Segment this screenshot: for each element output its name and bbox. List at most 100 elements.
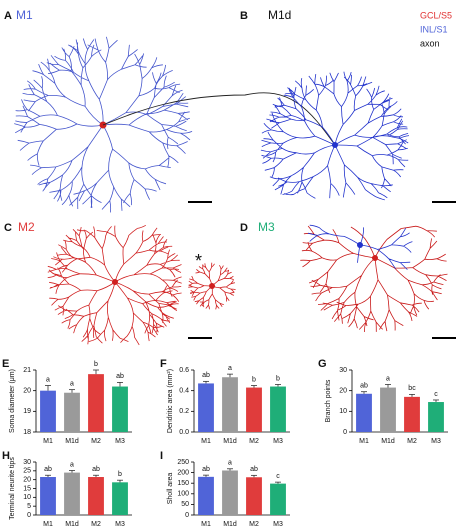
y-tick-label: 0 bbox=[343, 429, 347, 436]
bar bbox=[40, 477, 56, 515]
y-tick-label: 25 bbox=[23, 468, 31, 475]
y-tick-label: 19 bbox=[23, 408, 31, 415]
y-tick-label: 100 bbox=[177, 491, 189, 498]
x-tick-label: M1 bbox=[359, 438, 369, 445]
x-tick-label: M3 bbox=[431, 438, 441, 445]
bar bbox=[88, 477, 104, 515]
bar bbox=[40, 390, 56, 432]
asterisk: * bbox=[195, 251, 202, 271]
y-tick-label: 10 bbox=[23, 494, 31, 501]
x-tick-label: M1d bbox=[65, 521, 79, 528]
cell-label: M3 bbox=[258, 220, 275, 234]
panel-letter: A bbox=[4, 10, 12, 22]
y-tick-label: 10 bbox=[339, 408, 347, 415]
x-tick-label: M2 bbox=[91, 521, 101, 528]
significance-letter: a bbox=[386, 375, 390, 382]
x-tick-label: M1 bbox=[43, 521, 53, 528]
y-tick-label: 30 bbox=[23, 459, 31, 466]
bar bbox=[64, 472, 80, 515]
soma bbox=[357, 242, 363, 248]
x-tick-label: M1 bbox=[201, 438, 211, 445]
significance-letter: a bbox=[228, 460, 232, 467]
panel-letter: H bbox=[2, 450, 10, 462]
significance-letter: b bbox=[94, 361, 98, 368]
cell-label: M1 bbox=[16, 8, 33, 22]
legend-item: axon bbox=[420, 38, 440, 48]
significance-letter: a bbox=[70, 380, 74, 387]
significance-letter: ab bbox=[202, 466, 210, 473]
panel-letter: I bbox=[160, 450, 163, 462]
significance-letter: b bbox=[276, 375, 280, 382]
y-axis-label: Soma diameter (μm) bbox=[9, 369, 16, 433]
y-tick-label: 18 bbox=[23, 429, 31, 436]
y-tick-label: 200 bbox=[177, 469, 189, 476]
y-tick-label: 0 bbox=[185, 512, 189, 519]
y-tick-label: 15 bbox=[23, 485, 31, 492]
y-tick-label: 0 bbox=[27, 512, 31, 519]
legend-item: GCL/S5 bbox=[420, 10, 452, 20]
significance-letter: bc bbox=[408, 385, 416, 392]
y-tick-label: 30 bbox=[339, 367, 347, 374]
y-tick-label: 0.0 bbox=[179, 429, 189, 436]
y-tick-label: 250 bbox=[177, 459, 189, 466]
dendrite-tracing bbox=[14, 36, 193, 213]
significance-letter: ab bbox=[202, 372, 210, 379]
bar bbox=[246, 477, 262, 515]
dendrite-tracing bbox=[188, 262, 236, 310]
significance-letter: a bbox=[46, 376, 50, 383]
y-tick-label: 0.4 bbox=[179, 388, 189, 395]
dendrite-tracing bbox=[47, 224, 182, 346]
cell-label: M2 bbox=[18, 220, 35, 234]
soma bbox=[332, 142, 338, 148]
bar bbox=[246, 387, 262, 432]
y-axis-label: Terminal neurite tips bbox=[9, 457, 16, 520]
bar bbox=[88, 374, 104, 432]
significance-letter: ab bbox=[360, 383, 368, 390]
x-tick-label: M2 bbox=[249, 521, 259, 528]
bar bbox=[222, 377, 238, 432]
y-tick-label: 0.6 bbox=[179, 367, 189, 374]
dendrite-tracing bbox=[260, 71, 410, 201]
bar bbox=[270, 483, 286, 515]
legend-item: INL/S1 bbox=[420, 24, 448, 34]
significance-letter: a bbox=[70, 461, 74, 468]
y-tick-label: 50 bbox=[181, 501, 189, 508]
y-axis-label: Sholl area bbox=[167, 473, 174, 505]
panel-letter: C bbox=[4, 222, 12, 234]
panel-letter: E bbox=[2, 358, 9, 370]
bar bbox=[428, 402, 444, 432]
bar bbox=[198, 476, 214, 515]
y-tick-label: 20 bbox=[339, 388, 347, 395]
significance-letter: ab bbox=[92, 466, 100, 473]
bar bbox=[112, 482, 128, 515]
significance-letter: ab bbox=[250, 466, 258, 473]
y-tick-label: 5 bbox=[27, 503, 31, 510]
y-tick-label: 20 bbox=[23, 477, 31, 484]
significance-letter: b bbox=[118, 471, 122, 478]
bar bbox=[380, 387, 396, 432]
dendrite-tracing bbox=[307, 224, 413, 270]
axon-tracing bbox=[102, 92, 336, 146]
y-tick-label: 150 bbox=[177, 480, 189, 487]
x-tick-label: M1d bbox=[65, 438, 79, 445]
x-tick-label: M1 bbox=[201, 521, 211, 528]
y-tick-label: 0.2 bbox=[179, 408, 189, 415]
x-tick-label: M2 bbox=[407, 438, 417, 445]
x-tick-label: M2 bbox=[91, 438, 101, 445]
x-tick-label: M3 bbox=[273, 438, 283, 445]
panel-letter: B bbox=[240, 10, 248, 22]
x-tick-label: M3 bbox=[115, 521, 125, 528]
panel-letter: D bbox=[240, 222, 248, 234]
y-tick-label: 20 bbox=[23, 388, 31, 395]
bar bbox=[112, 386, 128, 432]
bar bbox=[222, 470, 238, 515]
y-axis-label: Branch points bbox=[325, 379, 332, 422]
soma bbox=[112, 279, 118, 285]
y-tick-label: 21 bbox=[23, 367, 31, 374]
significance-letter: a bbox=[228, 365, 232, 372]
y-axis-label: Dendritic area (mm²) bbox=[167, 369, 174, 433]
x-tick-label: M1 bbox=[43, 438, 53, 445]
x-tick-label: M1d bbox=[223, 438, 237, 445]
panel-letter: F bbox=[160, 358, 167, 370]
